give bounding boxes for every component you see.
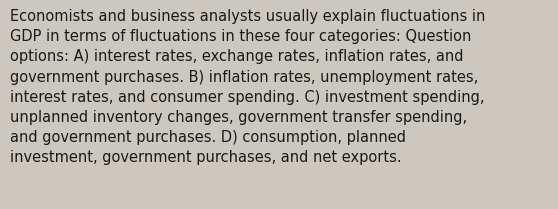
Text: Economists and business analysts usually explain fluctuations in
GDP in terms of: Economists and business analysts usually… [10,9,485,165]
